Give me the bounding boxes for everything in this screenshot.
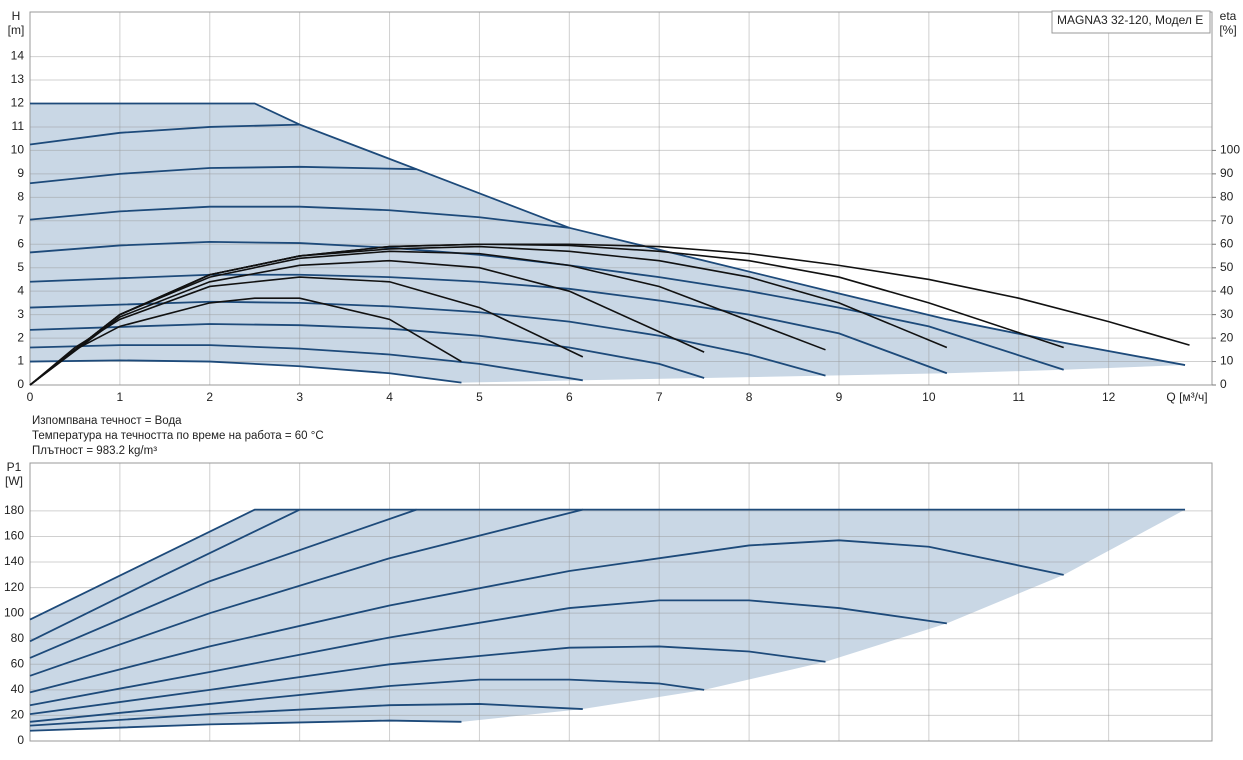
performance-curve [29, 508, 1186, 621]
y-tick-label: 11 [12, 119, 25, 133]
y-tick-label: 180 [4, 503, 24, 517]
performance-curve [29, 645, 826, 716]
y-tick-label: 6 [17, 236, 24, 250]
efficiency-curve [29, 259, 705, 386]
y-axis-unit: [W] [5, 474, 23, 488]
fill-layer [30, 103, 1186, 731]
x-tick-label: 9 [836, 390, 843, 404]
x-tick-label: 6 [566, 390, 573, 404]
plot-frame [29, 462, 1213, 742]
y2-tick-label: 40 [1220, 283, 1234, 297]
y-tick-label: 140 [4, 554, 24, 568]
x-axis-label: Q [м³/ч] [1166, 390, 1207, 404]
y-axis-label: H [12, 9, 21, 23]
y-tick-label: 100 [4, 605, 24, 619]
y2-tick-label: 50 [1220, 260, 1234, 274]
performance-curve [29, 719, 462, 732]
y-tick-label: 0 [17, 733, 24, 747]
y-axis-unit: [m] [8, 23, 25, 37]
grid-layer: 0 1 2 3 4 5 6 7 8 9 10 11 12012345678910111213140102… [4, 11, 1240, 747]
y-tick-label: 0 [17, 377, 24, 391]
y-tick-label: 14 [11, 49, 25, 63]
performance-curve [29, 508, 417, 659]
y-tick-label: 10 [11, 143, 25, 157]
performance-curve [29, 678, 705, 723]
y-tick-label: 9 [17, 166, 24, 180]
note: Плътност = 983.2 kg/m³ [32, 445, 157, 457]
x-tick-label: 1 [117, 390, 124, 404]
x-tick-label: 0 [27, 390, 34, 404]
x-tick-label: 12 [1102, 390, 1116, 404]
performance-curve [29, 273, 948, 375]
performance-curve [29, 205, 570, 229]
y-tick-label: 2 [17, 330, 24, 344]
y-tick-label: 60 [11, 656, 25, 670]
x-tick-label: 10 [922, 390, 936, 404]
performance-curve [29, 703, 583, 727]
y2-tick-label: 70 [1220, 213, 1234, 227]
y2-tick-label: 0 [1220, 377, 1227, 391]
performance-curve [29, 344, 583, 382]
performance-curve [29, 508, 301, 643]
y2-axis-unit: [%] [1219, 23, 1236, 37]
performance-curve [29, 599, 947, 707]
note: Изпомпвана течност = Вода [32, 415, 182, 427]
y-tick-label: 80 [11, 631, 25, 645]
y-tick-label: 40 [11, 682, 25, 696]
performance-curve [30, 102, 1186, 366]
x-tick-label: 7 [656, 390, 663, 404]
performance-curve [29, 539, 1064, 694]
performance-curve [29, 508, 584, 677]
performance-curve [29, 359, 462, 384]
performance-curve [29, 300, 826, 377]
x-tick-label: 2 [206, 390, 213, 404]
y-tick-label: 4 [17, 283, 24, 297]
operating-area [30, 103, 1186, 383]
y2-tick-label: 60 [1220, 236, 1234, 250]
chart-title: MAGNA3 32-120, Модел E [1057, 13, 1203, 27]
x-tick-label: 5 [476, 390, 483, 404]
y-tick-label: 5 [17, 260, 24, 274]
operating-area [30, 509, 1186, 731]
y2-tick-label: 20 [1220, 330, 1234, 344]
y-tick-label: 120 [4, 580, 24, 594]
y-tick-label: 160 [4, 529, 24, 543]
y2-tick-label: 90 [1220, 166, 1234, 180]
y-tick-label: 1 [17, 354, 24, 368]
plot-frame [29, 11, 1213, 386]
y-tick-label: 20 [11, 708, 25, 722]
y2-tick-label: 30 [1220, 307, 1234, 321]
y2-tick-label: 10 [1220, 354, 1234, 368]
title-box [1051, 10, 1211, 34]
y-tick-label: 3 [17, 307, 24, 321]
y-axis-label: P1 [7, 460, 22, 474]
y-tick-label: 7 [17, 213, 24, 227]
efficiency-curve [29, 276, 584, 386]
y2-axis-label: eta [1220, 9, 1237, 23]
x-tick-label: 11 [1013, 390, 1026, 404]
performance-curve [29, 323, 705, 379]
performance-curve [29, 165, 417, 185]
x-tick-label: 8 [746, 390, 753, 404]
x-tick-label: 4 [386, 390, 393, 404]
x-tick-label: 3 [296, 390, 303, 404]
efficiency-curve [29, 243, 1190, 386]
line-layer [29, 102, 1190, 732]
y-tick-label: 12 [11, 96, 25, 110]
y2-tick-label: 80 [1220, 189, 1234, 203]
performance-curve [29, 123, 300, 146]
note: Температура на течността по време на раб… [32, 430, 324, 442]
y-tick-label: 8 [17, 189, 24, 203]
y-tick-label: 13 [11, 72, 25, 86]
y2-tick-label: 100 [1220, 143, 1240, 157]
